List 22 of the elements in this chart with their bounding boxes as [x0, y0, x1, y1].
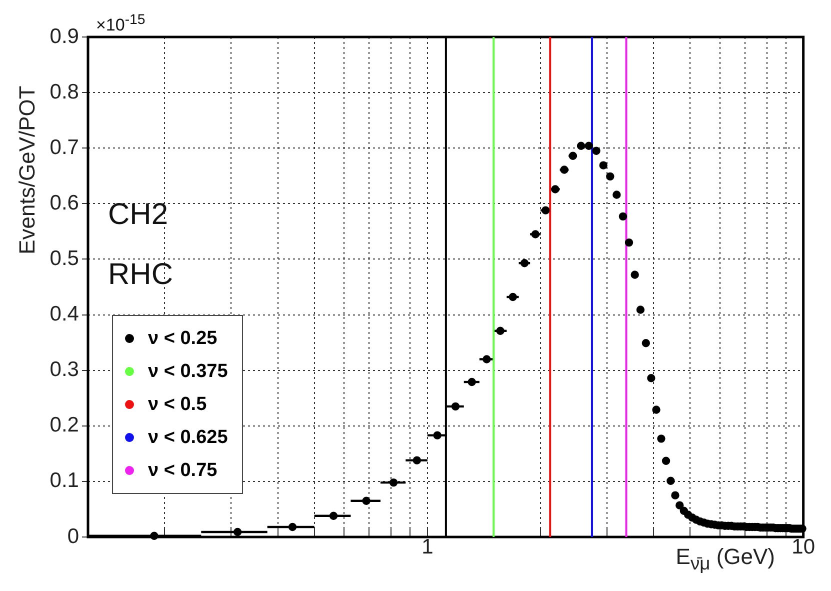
y-tick-label: 0.6	[50, 191, 79, 214]
annotation: CH2	[108, 198, 168, 232]
y-tick-label: 0.8	[50, 80, 79, 104]
y-tick-label: 0.4	[50, 302, 80, 326]
legend-label: ν < 0.75	[148, 460, 218, 482]
y-tick-label: 0.9	[50, 24, 79, 48]
x-tick-label: 10	[792, 535, 815, 558]
y-tick-label: 0.7	[50, 136, 79, 159]
x-axis-title: E$_{ν̄μ}$ (GeV)	[676, 544, 775, 574]
legend-label: ν < 0.375	[148, 360, 228, 382]
text: ×10$^{-15}$	[96, 12, 146, 36]
y-tick-label: 0	[67, 524, 79, 548]
y-tick-label: 0.1	[50, 469, 79, 492]
legend-label: ν < 0.25	[148, 328, 218, 350]
annotation: RHC	[108, 258, 173, 292]
y-tick-label: 0.3	[50, 358, 79, 382]
y-tick-label: 0.2	[50, 414, 79, 437]
x-tick-label: 1	[422, 535, 434, 558]
legend-label: ν < 0.625	[148, 426, 228, 448]
legend-label: ν < 0.5	[148, 394, 207, 416]
y-axis-title: Events/GeV/POT	[14, 86, 40, 254]
y-tick-label: 0.5	[50, 247, 79, 270]
